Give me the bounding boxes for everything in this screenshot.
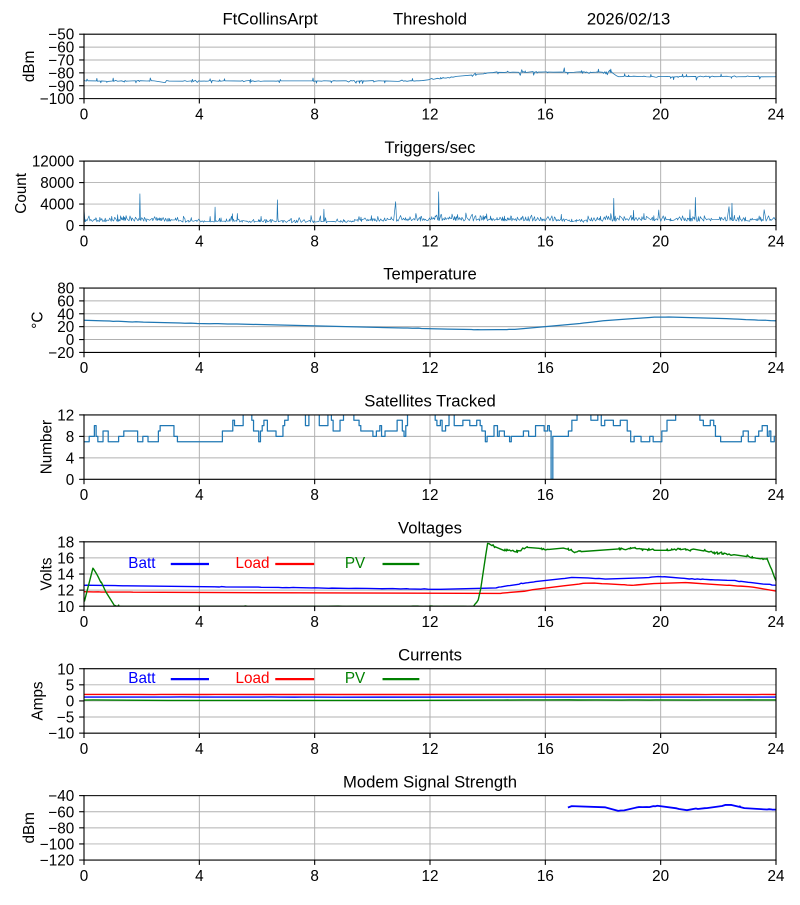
svg-text:12: 12 bbox=[57, 583, 74, 600]
svg-text:16: 16 bbox=[537, 741, 554, 758]
svg-text:−10: −10 bbox=[48, 726, 74, 743]
svg-text:12: 12 bbox=[422, 868, 439, 885]
svg-text:20: 20 bbox=[652, 487, 669, 504]
svg-text:8: 8 bbox=[310, 741, 319, 758]
svg-text:12: 12 bbox=[57, 407, 74, 424]
svg-text:Threshold: Threshold bbox=[393, 9, 467, 28]
svg-text:Number: Number bbox=[38, 420, 55, 474]
svg-text:Currents: Currents bbox=[398, 645, 462, 664]
svg-text:4: 4 bbox=[195, 868, 204, 885]
svg-text:4: 4 bbox=[195, 106, 204, 123]
svg-text:−80: −80 bbox=[48, 820, 74, 837]
svg-text:4: 4 bbox=[195, 487, 204, 504]
svg-text:80: 80 bbox=[57, 281, 74, 298]
svg-text:16: 16 bbox=[537, 614, 554, 631]
svg-text:8: 8 bbox=[310, 487, 319, 504]
svg-text:Volts: Volts bbox=[38, 557, 55, 590]
svg-text:2026/02/13: 2026/02/13 bbox=[587, 9, 670, 28]
svg-text:10: 10 bbox=[57, 599, 74, 616]
svg-text:−5: −5 bbox=[57, 710, 74, 727]
svg-text:24: 24 bbox=[768, 741, 785, 758]
svg-text:0: 0 bbox=[80, 360, 88, 377]
svg-text:12: 12 bbox=[422, 233, 439, 250]
svg-text:8: 8 bbox=[310, 868, 319, 885]
svg-text:°C: °C bbox=[29, 312, 46, 329]
svg-text:4: 4 bbox=[195, 360, 204, 377]
svg-text:Modem Signal Strength: Modem Signal Strength bbox=[343, 772, 517, 791]
svg-text:16: 16 bbox=[537, 106, 554, 123]
svg-text:4: 4 bbox=[195, 233, 204, 250]
svg-text:0: 0 bbox=[80, 106, 88, 123]
svg-text:0: 0 bbox=[66, 693, 75, 710]
svg-text:−40: −40 bbox=[48, 788, 74, 805]
svg-text:Batt: Batt bbox=[128, 670, 156, 687]
svg-text:20: 20 bbox=[652, 360, 669, 377]
svg-text:24: 24 bbox=[768, 233, 785, 250]
svg-text:14: 14 bbox=[57, 567, 74, 584]
svg-text:4: 4 bbox=[195, 741, 204, 758]
svg-text:0: 0 bbox=[66, 472, 75, 489]
svg-text:Triggers/sec: Triggers/sec bbox=[384, 138, 475, 157]
svg-text:16: 16 bbox=[57, 550, 74, 567]
svg-text:−50: −50 bbox=[48, 27, 74, 44]
svg-text:−120: −120 bbox=[40, 853, 74, 870]
svg-text:4: 4 bbox=[195, 614, 204, 631]
svg-text:Count: Count bbox=[13, 172, 30, 213]
svg-text:8: 8 bbox=[310, 233, 319, 250]
svg-text:8: 8 bbox=[66, 429, 75, 446]
svg-text:24: 24 bbox=[768, 360, 785, 377]
svg-text:20: 20 bbox=[652, 106, 669, 123]
svg-text:24: 24 bbox=[768, 106, 785, 123]
svg-text:−100: −100 bbox=[40, 836, 74, 853]
svg-text:12: 12 bbox=[422, 487, 439, 504]
svg-text:Load: Load bbox=[236, 555, 270, 572]
svg-text:12: 12 bbox=[422, 106, 439, 123]
svg-text:0: 0 bbox=[80, 868, 88, 885]
svg-text:8: 8 bbox=[310, 360, 319, 377]
svg-text:0: 0 bbox=[80, 614, 88, 631]
svg-text:Satellites Tracked: Satellites Tracked bbox=[364, 392, 495, 411]
svg-text:0: 0 bbox=[66, 218, 75, 235]
svg-text:12: 12 bbox=[422, 741, 439, 758]
svg-text:8: 8 bbox=[310, 614, 319, 631]
svg-text:dBm: dBm bbox=[21, 51, 38, 82]
svg-text:0: 0 bbox=[80, 487, 88, 504]
svg-text:12: 12 bbox=[422, 614, 439, 631]
svg-text:Load: Load bbox=[236, 670, 270, 687]
svg-text:FtCollinsArpt: FtCollinsArpt bbox=[222, 9, 318, 28]
svg-text:20: 20 bbox=[652, 233, 669, 250]
svg-text:18: 18 bbox=[57, 534, 74, 551]
svg-text:4: 4 bbox=[66, 450, 75, 467]
svg-text:20: 20 bbox=[652, 614, 669, 631]
svg-text:20: 20 bbox=[652, 868, 669, 885]
svg-text:dBm: dBm bbox=[21, 812, 38, 843]
svg-text:10: 10 bbox=[57, 661, 74, 678]
svg-text:20: 20 bbox=[652, 741, 669, 758]
svg-text:4000: 4000 bbox=[40, 197, 74, 214]
svg-text:16: 16 bbox=[537, 233, 554, 250]
svg-text:−60: −60 bbox=[48, 804, 74, 821]
svg-text:8000: 8000 bbox=[40, 175, 74, 192]
svg-text:12000: 12000 bbox=[32, 154, 74, 171]
svg-text:12: 12 bbox=[422, 360, 439, 377]
svg-text:24: 24 bbox=[768, 487, 785, 504]
svg-text:Temperature: Temperature bbox=[383, 265, 477, 284]
svg-text:5: 5 bbox=[66, 677, 75, 694]
svg-text:16: 16 bbox=[537, 868, 554, 885]
svg-text:PV: PV bbox=[345, 555, 366, 572]
svg-text:Amps: Amps bbox=[29, 681, 46, 720]
svg-text:PV: PV bbox=[345, 670, 366, 687]
svg-text:16: 16 bbox=[537, 360, 554, 377]
svg-text:16: 16 bbox=[537, 487, 554, 504]
svg-text:0: 0 bbox=[80, 741, 88, 758]
svg-text:24: 24 bbox=[768, 868, 785, 885]
svg-text:8: 8 bbox=[310, 106, 319, 123]
svg-text:Batt: Batt bbox=[128, 555, 156, 572]
svg-text:0: 0 bbox=[80, 233, 88, 250]
svg-text:Voltages: Voltages bbox=[398, 518, 462, 537]
svg-text:24: 24 bbox=[768, 614, 785, 631]
